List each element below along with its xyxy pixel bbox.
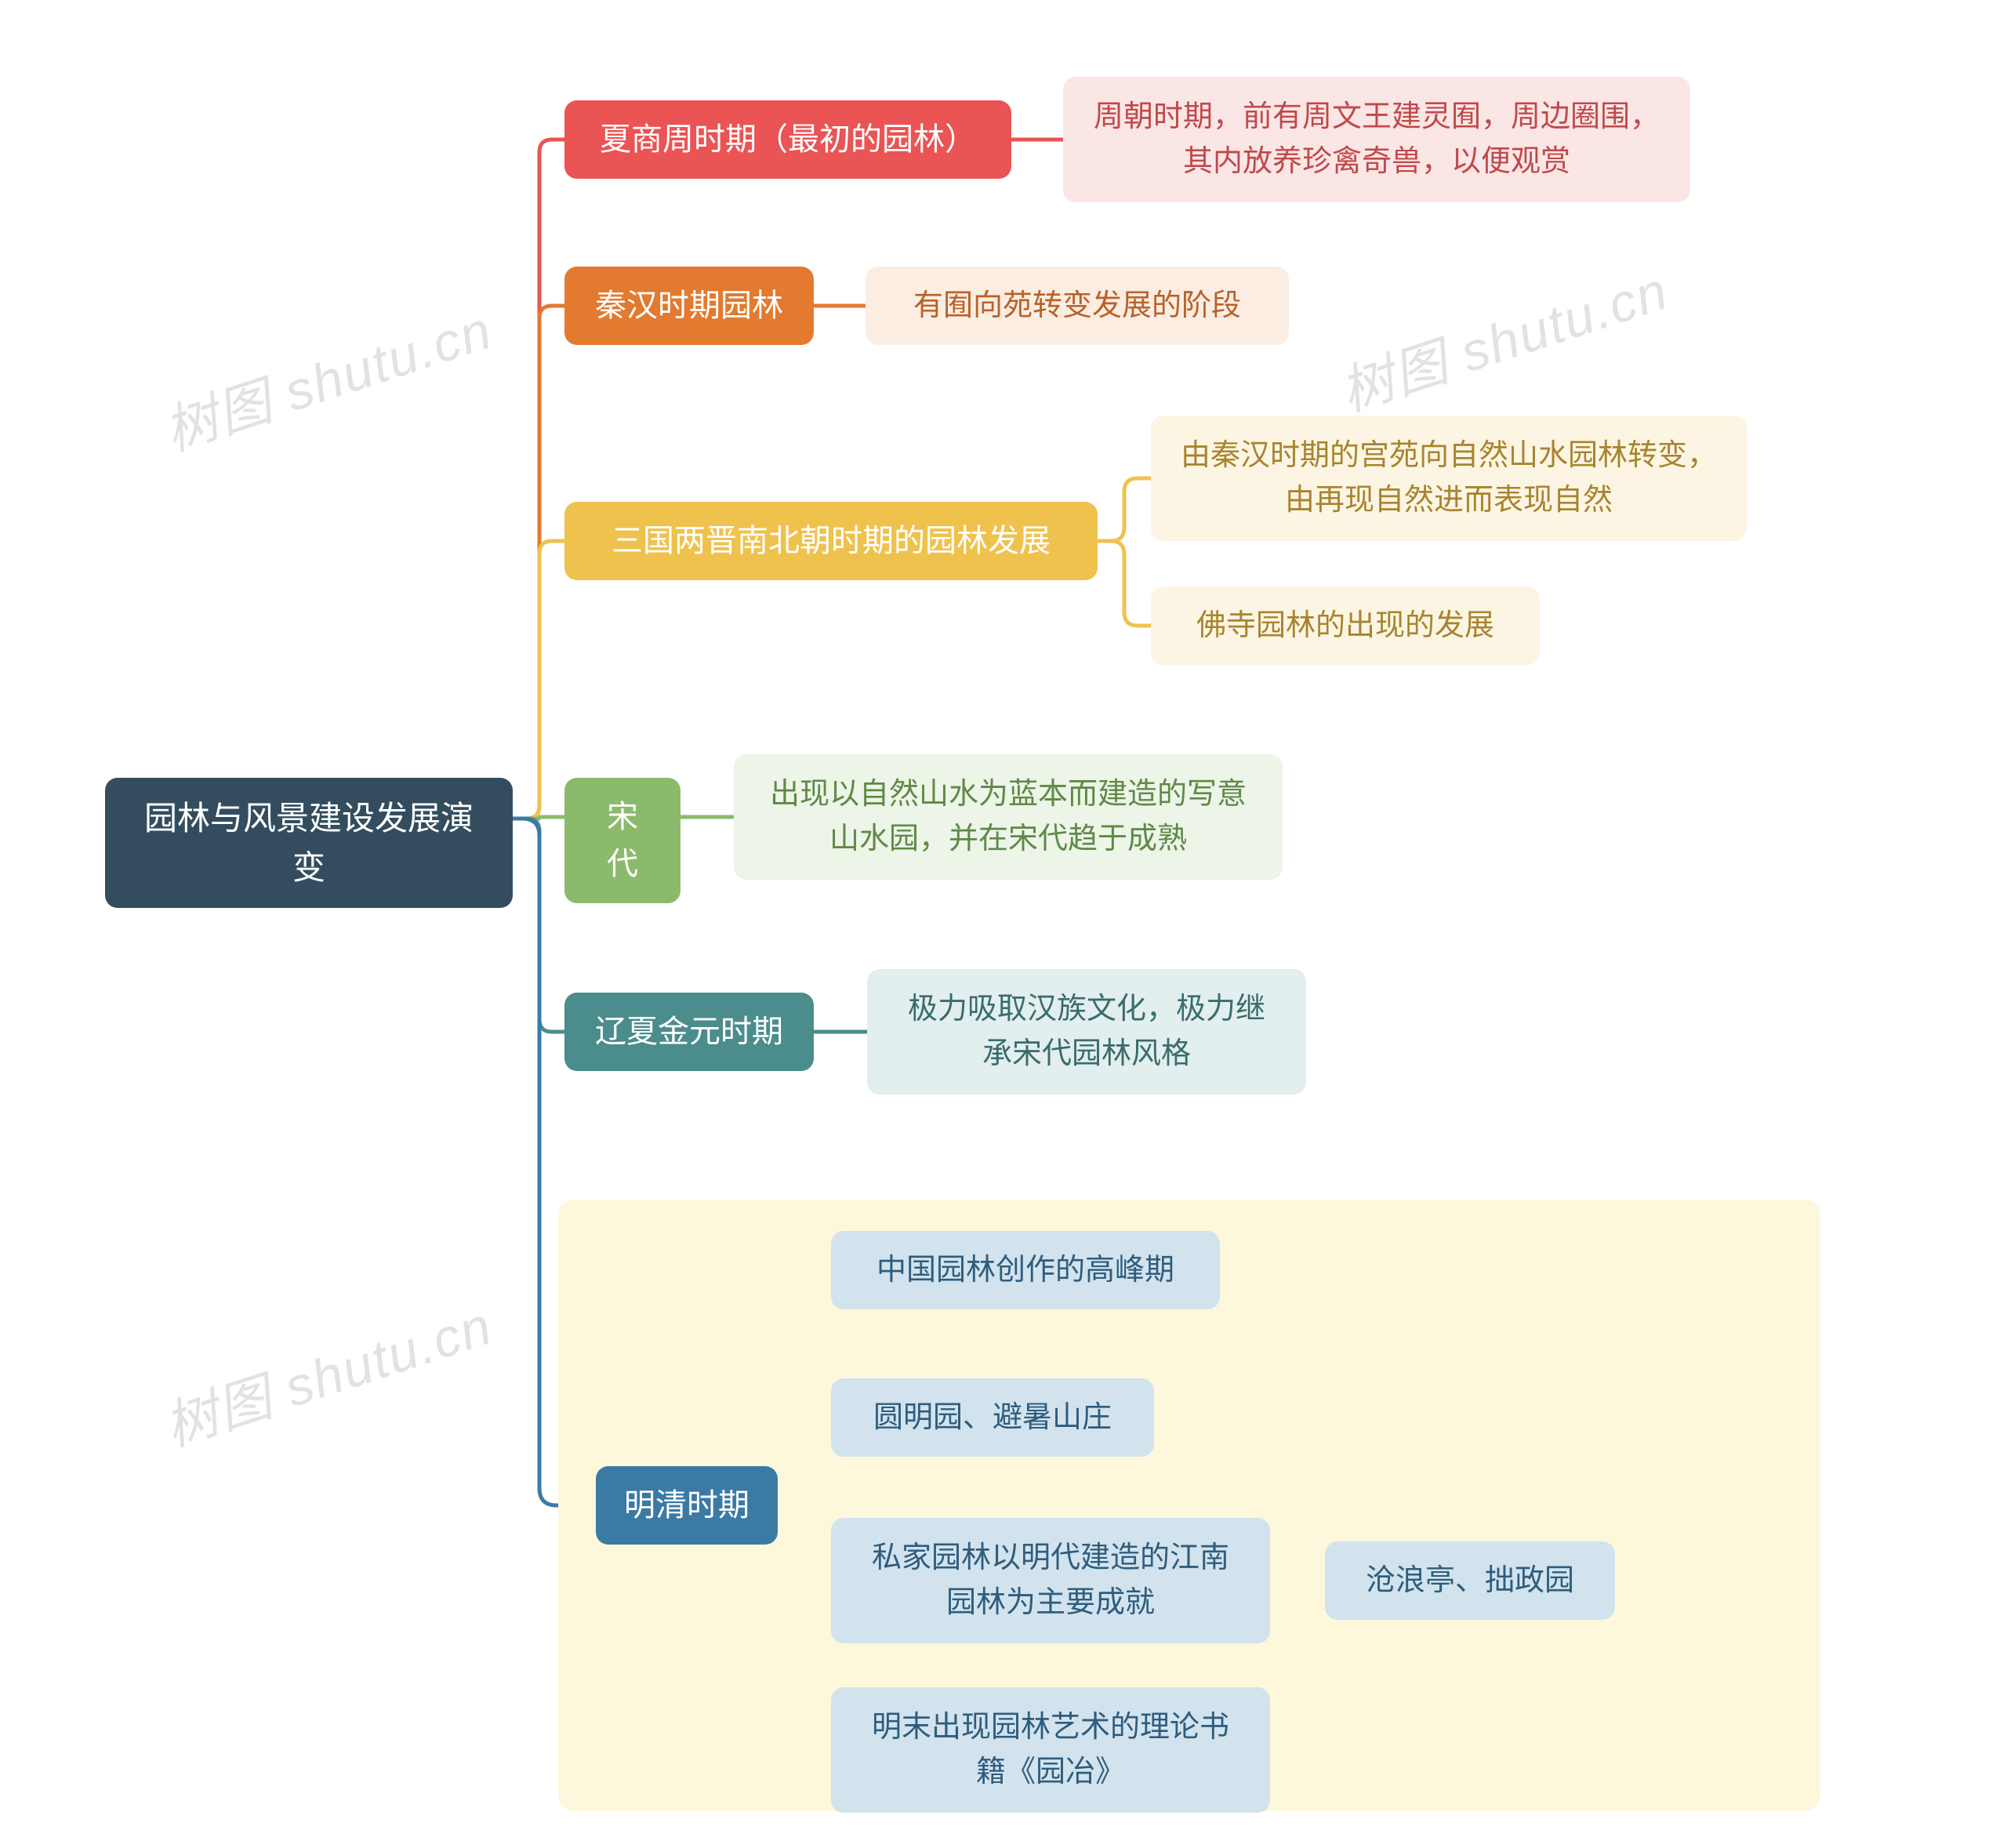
node-b6c2[interactable]: 圆明园、避暑山庄	[831, 1378, 1154, 1457]
node-b3c1[interactable]: 由秦汉时期的宫苑向自然山水园林转变，由再现自然进而表现自然	[1151, 416, 1747, 541]
node-b5c1[interactable]: 极力吸取汉族文化，极力继承宋代园林风格	[867, 969, 1306, 1095]
node-b5[interactable]: 辽夏金元时期	[564, 993, 814, 1071]
watermark: 树图 shutu.cn	[1329, 247, 1676, 426]
node-b6[interactable]: 明清时期	[596, 1466, 778, 1545]
node-b1[interactable]: 夏商周时期（最初的园林）	[564, 100, 1011, 179]
node-b6c1[interactable]: 中国园林创作的高峰期	[831, 1231, 1220, 1309]
node-b6c4[interactable]: 明末出现园林艺术的理论书籍《园冶》	[831, 1687, 1270, 1813]
node-b3[interactable]: 三国两晋南北朝时期的园林发展	[564, 502, 1098, 580]
node-root[interactable]: 园林与风景建设发展演变	[105, 778, 513, 908]
watermark: 树图 shutu.cn	[153, 286, 500, 465]
node-b6c3[interactable]: 私家园林以明代建造的江南园林为主要成就	[831, 1518, 1270, 1643]
node-b4[interactable]: 宋代	[564, 778, 680, 903]
node-b3c2[interactable]: 佛寺园林的出现的发展	[1151, 586, 1540, 665]
node-b1c1[interactable]: 周朝时期，前有周文王建灵囿，周边圈围，其内放养珍禽奇兽，以便观赏	[1063, 77, 1690, 202]
mindmap-canvas: 树图 shutu.cn 树图 shutu.cn 树图 shutu.cn 树图 s…	[0, 0, 2007, 1848]
node-b6c3d1[interactable]: 沧浪亭、拙政园	[1325, 1541, 1615, 1620]
watermark: 树图 shutu.cn	[153, 1282, 500, 1461]
node-b2[interactable]: 秦汉时期园林	[564, 267, 814, 345]
node-b2c1[interactable]: 有囿向苑转变发展的阶段	[866, 267, 1289, 345]
node-b4c1[interactable]: 出现以自然山水为蓝本而建造的写意山水园，并在宋代趋于成熟	[734, 754, 1283, 880]
